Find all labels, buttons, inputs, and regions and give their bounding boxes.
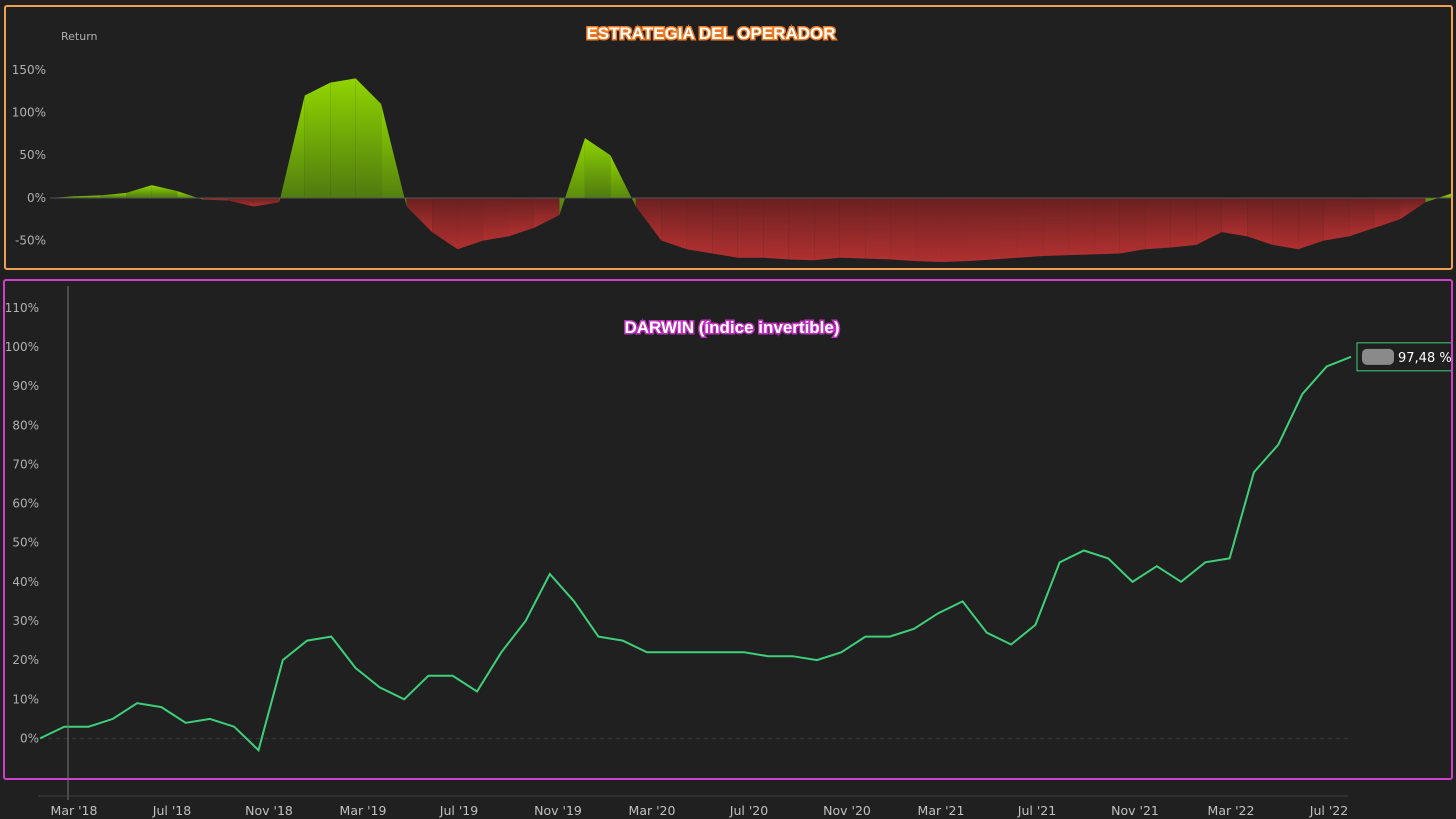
x-tick-label: Nov '20 (823, 803, 871, 818)
y-tick-label: 90% (12, 379, 39, 393)
series-line (39, 355, 1352, 753)
trader-strategy-panel: ESTRATEGIA DEL OPERADOR Return 150% 100% 5… (4, 5, 1453, 270)
area-segment (151, 185, 178, 198)
area-segment (1272, 197, 1299, 250)
x-tick-label: Mar '19 (340, 803, 387, 818)
trader-strategy-title: ESTRATEGIA DEL OPERADOR (586, 24, 835, 43)
area-segment (788, 197, 815, 261)
currency-icon (1362, 348, 1394, 365)
area-segment (839, 197, 866, 259)
y-tick-label: 110% (5, 301, 39, 315)
area-segment (1017, 197, 1044, 258)
area-segment (1145, 197, 1171, 250)
y-tick-label: 150% (12, 63, 46, 77)
area-segment (584, 138, 611, 198)
darwin-title: DARWIN (índice invertible) (624, 318, 839, 337)
x-tick-label: Jul '18 (152, 803, 191, 818)
area-segment (737, 197, 764, 258)
area-segment (1068, 197, 1095, 256)
area-segment (508, 197, 534, 237)
current-value-badge: 97,48 % (1356, 342, 1451, 372)
y-tick-label: 100% (12, 106, 46, 120)
area-segment (1323, 197, 1350, 241)
area-segment (75, 195, 101, 198)
current-value-label: 97,48 % (1398, 351, 1451, 366)
trader-strategy-chart: ESTRATEGIA DEL OPERADOR Return 150% 100% 5… (12, 23, 1451, 262)
area-segment (483, 197, 509, 241)
area-segment (228, 197, 254, 207)
x-tick-label: Jul '22 (1309, 803, 1348, 818)
area-segment (1221, 197, 1248, 237)
y-tick-label: 10% (12, 692, 39, 706)
x-tick-label: Mar '18 (51, 803, 98, 818)
area-segment (457, 197, 484, 250)
y-tick-label: 0% (27, 191, 46, 205)
y-tick-label: 100% (5, 340, 39, 354)
y-tick-label: 50% (12, 536, 39, 550)
x-tick-label: Mar '20 (629, 803, 676, 818)
area-segment (279, 95, 305, 203)
area-segment (661, 197, 687, 250)
area-segment (355, 78, 382, 198)
area-segment (635, 197, 662, 241)
area-segment (100, 192, 127, 198)
area-segment (1298, 197, 1324, 250)
area-segment (967, 197, 993, 262)
y-tick-label: 50% (19, 148, 46, 162)
area-segment (1247, 197, 1273, 245)
area-segment (1094, 197, 1120, 255)
area-segment (559, 138, 585, 216)
x-tick-label: Nov '18 (245, 803, 293, 818)
area-segment (330, 78, 356, 198)
area-segment (1196, 197, 1222, 245)
area-segment (406, 197, 433, 233)
area-segment (763, 197, 789, 260)
area-segment (865, 197, 891, 260)
y-tick-label: 40% (12, 575, 39, 589)
area-segment (686, 197, 713, 254)
x-tick-label: Mar '22 (1208, 803, 1255, 818)
area-segment (610, 155, 636, 207)
area-segment (1374, 197, 1401, 228)
y-tick-label: 80% (12, 418, 39, 432)
area-segment (1400, 197, 1426, 220)
area-segment (381, 103, 407, 207)
area-segment (992, 197, 1018, 260)
area-segment (533, 197, 560, 228)
area-segment (1170, 197, 1197, 248)
x-tick-label: Mar '21 (918, 803, 965, 818)
area-segment (1119, 197, 1146, 254)
y-tick-label: -50% (15, 234, 46, 248)
area-segment (304, 82, 331, 198)
area-segment (941, 197, 968, 262)
x-tick-label: Jul '20 (729, 803, 768, 818)
area-segment (712, 197, 738, 258)
y-tick-label: 20% (12, 653, 39, 667)
y-tick-label: 0% (20, 731, 39, 745)
x-tick-label: Nov '19 (534, 803, 582, 818)
area-segment (202, 197, 229, 201)
y-tick-label: 70% (12, 457, 39, 471)
area-segment (814, 197, 840, 261)
darwin-panel: DARWIN (índice invertible) 110% 100% 90% 80… (3, 279, 1453, 780)
area-segment (916, 197, 942, 262)
area-segment (253, 197, 280, 207)
darwin-chart: DARWIN (índice invertible) 110% 100% 90% 80… (5, 301, 1451, 753)
area-segment (1349, 197, 1375, 237)
area-segment (1043, 197, 1069, 257)
y-tick-label: 30% (12, 614, 39, 628)
area-segment (890, 197, 917, 262)
area-segment (126, 185, 152, 198)
x-tick-label: Nov '21 (1111, 803, 1159, 818)
area-segment (432, 197, 458, 250)
x-tick-label: Jul '21 (1017, 803, 1056, 818)
y-axis-title: Return (61, 30, 98, 43)
y-tick-label: 60% (12, 497, 39, 511)
x-tick-label: Jul '19 (439, 803, 478, 818)
